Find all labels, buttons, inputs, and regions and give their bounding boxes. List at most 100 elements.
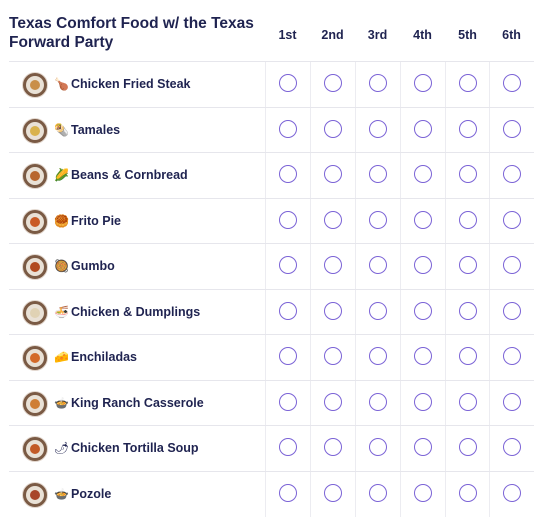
rank-radio-2[interactable] <box>324 119 342 138</box>
column-header-5: 5th <box>458 28 477 42</box>
chicken-tortilla-soup-icon: 🌶 <box>54 441 70 455</box>
choice-label: Enchiladas <box>71 350 137 364</box>
rank-radio-4[interactable] <box>414 438 432 456</box>
food-shape <box>30 489 40 500</box>
food-shape <box>30 307 40 318</box>
choice-label: Chicken Fried Steak <box>71 77 191 91</box>
rank-radio-4[interactable] <box>414 74 432 92</box>
rank-radio-1[interactable] <box>279 165 297 183</box>
rank-radio-1[interactable] <box>279 119 297 138</box>
rank-radio-5[interactable] <box>459 210 477 229</box>
choice-label: Frito Pie <box>71 213 122 228</box>
food-shape <box>30 444 40 454</box>
choice-row: 🍲 King Ranch Casserole <box>9 379 534 426</box>
rank-radio-2[interactable] <box>324 256 342 274</box>
rank-radio-2[interactable] <box>324 438 342 456</box>
food-shape <box>30 216 40 227</box>
rank-radio-5[interactable] <box>459 256 477 274</box>
rank-radio-6[interactable] <box>503 74 521 92</box>
enchiladas-icon: 🧀 <box>54 350 69 364</box>
choice-label: Pozole <box>71 486 112 501</box>
food-shape <box>30 171 40 181</box>
rank-radio-6[interactable] <box>503 483 521 502</box>
rank-radio-6[interactable] <box>503 438 521 456</box>
choice-row: 🌶 Chicken Tortilla Soup <box>9 425 534 471</box>
choice-row: 🌽 Beans & Cornbread <box>9 152 534 198</box>
rank-radio-1[interactable] <box>279 74 297 92</box>
frito-pie-icon: 🥮 <box>54 213 69 228</box>
rank-radio-1[interactable] <box>279 438 297 456</box>
rank-radio-5[interactable] <box>459 74 477 92</box>
gumbo-icon: 🥘 <box>54 259 69 273</box>
rank-radio-4[interactable] <box>414 301 432 320</box>
rank-radio-4[interactable] <box>414 210 432 229</box>
rank-radio-3[interactable] <box>369 74 387 92</box>
food-shape <box>30 262 40 272</box>
rank-radio-6[interactable] <box>503 210 521 229</box>
choice-row: 🍗 Chicken Fried Steak <box>9 61 534 107</box>
rank-radio-6[interactable] <box>503 256 521 274</box>
column-header-1: 1st <box>278 28 297 42</box>
rank-radio-4[interactable] <box>414 483 432 502</box>
rank-radio-2[interactable] <box>324 74 342 92</box>
rank-radio-3[interactable] <box>369 119 387 138</box>
choice-label: King Ranch Casserole <box>71 395 204 410</box>
rank-radio-4[interactable] <box>414 392 432 411</box>
rank-radio-2[interactable] <box>324 347 342 365</box>
rank-radio-5[interactable] <box>459 347 477 365</box>
rank-radio-3[interactable] <box>369 483 387 502</box>
food-thumbnail <box>22 208 48 235</box>
rank-radio-2[interactable] <box>324 165 342 183</box>
rank-radio-6[interactable] <box>503 392 521 411</box>
rank-radio-3[interactable] <box>369 438 387 456</box>
rank-radio-4[interactable] <box>414 256 432 274</box>
choice-row: 🧀 Enchiladas <box>9 334 534 380</box>
rank-radio-5[interactable] <box>459 483 477 502</box>
rank-radio-2[interactable] <box>324 210 342 229</box>
chicken-fried-steak-icon: 🍗 <box>54 77 69 91</box>
rank-radio-3[interactable] <box>369 210 387 229</box>
food-thumbnail <box>22 72 48 98</box>
rank-radio-2[interactable] <box>324 301 342 320</box>
choice-row: 🍲 Pozole <box>9 470 534 517</box>
food-thumbnail <box>22 254 48 280</box>
food-thumbnail <box>22 299 48 326</box>
column-header-3: 3rd <box>367 28 388 42</box>
rank-radio-1[interactable] <box>279 483 297 502</box>
rank-radio-6[interactable] <box>503 301 521 320</box>
choice-label: Gumbo <box>71 259 115 273</box>
column-header-6: 6th <box>502 28 521 42</box>
rank-radio-4[interactable] <box>414 165 432 183</box>
choice-row: 🥮 Frito Pie <box>9 197 534 244</box>
rank-radio-5[interactable] <box>459 165 477 183</box>
column-header-2: 2nd <box>321 28 344 42</box>
rank-radio-4[interactable] <box>414 347 432 365</box>
rank-radio-2[interactable] <box>324 483 342 502</box>
rank-radio-1[interactable] <box>279 210 297 229</box>
food-shape <box>30 398 40 409</box>
question-title: Texas Comfort Food w/ the Texas Forward … <box>9 15 254 51</box>
food-thumbnail <box>22 481 48 508</box>
rank-radio-3[interactable] <box>369 392 387 411</box>
food-thumbnail <box>22 117 48 144</box>
rank-radio-3[interactable] <box>369 301 387 320</box>
rank-radio-6[interactable] <box>503 347 521 365</box>
beans-cornbread-icon: 🌽 <box>54 168 69 182</box>
rank-radio-5[interactable] <box>459 392 477 411</box>
rank-radio-5[interactable] <box>459 438 477 456</box>
rank-radio-1[interactable] <box>279 392 297 411</box>
rank-radio-6[interactable] <box>503 165 521 183</box>
rank-radio-1[interactable] <box>279 256 297 274</box>
rank-radio-3[interactable] <box>369 347 387 365</box>
rank-radio-2[interactable] <box>324 392 342 411</box>
tamales-icon: 🌯 <box>54 122 69 137</box>
rank-radio-6[interactable] <box>503 119 521 138</box>
rank-radio-3[interactable] <box>369 256 387 274</box>
rank-radio-5[interactable] <box>459 301 477 320</box>
rank-radio-4[interactable] <box>414 119 432 138</box>
rank-radio-1[interactable] <box>279 301 297 320</box>
rank-radio-3[interactable] <box>369 165 387 183</box>
rank-radio-1[interactable] <box>279 347 297 365</box>
rank-radio-5[interactable] <box>459 119 477 138</box>
